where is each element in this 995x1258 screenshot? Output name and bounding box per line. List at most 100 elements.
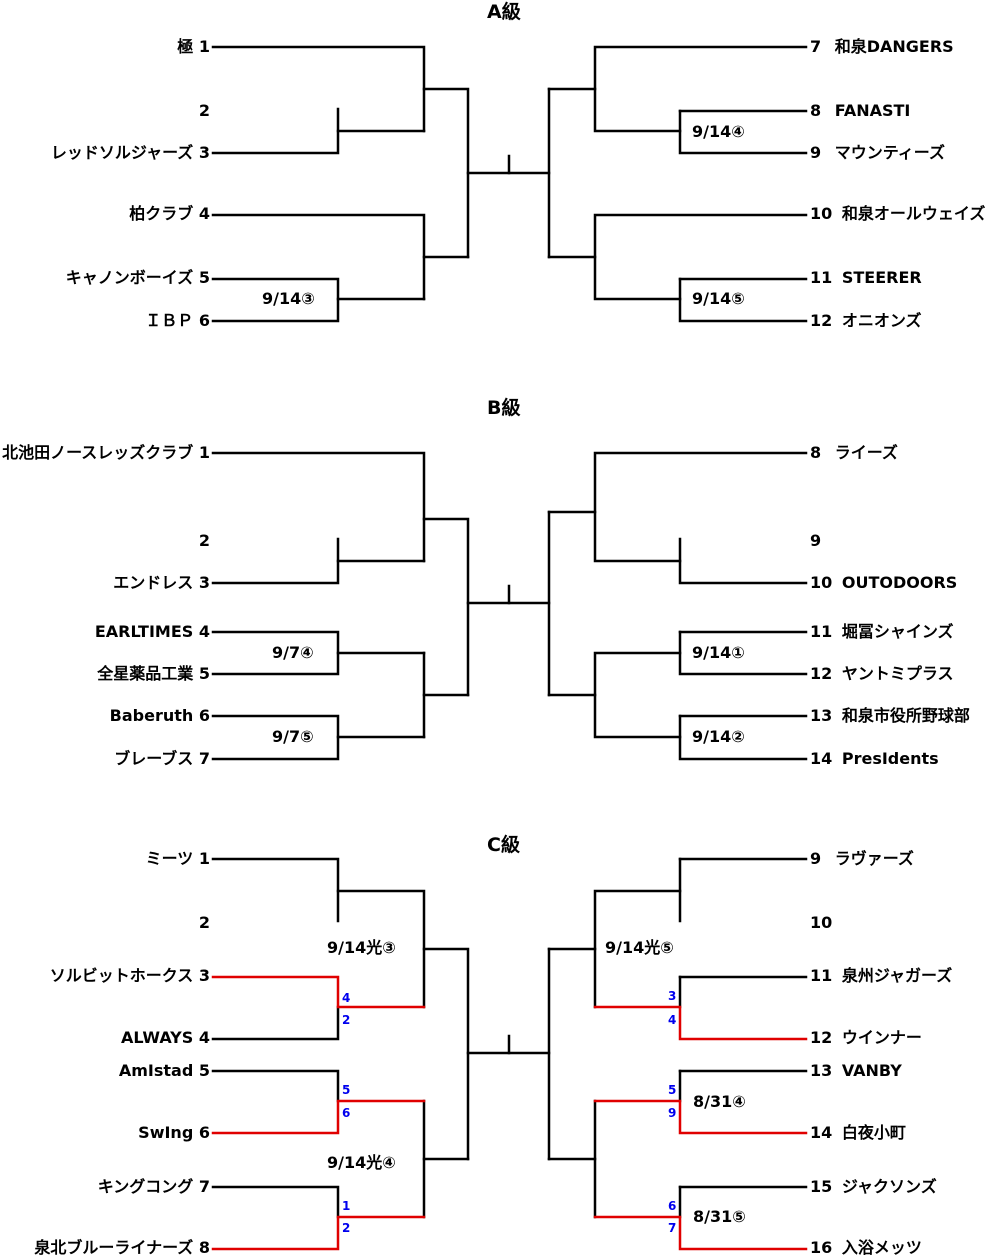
bracket-line <box>547 651 682 697</box>
team-name: オニオンズ <box>841 311 922 330</box>
match-label: 9/14① <box>692 643 745 662</box>
team-name: レッドソルジャーズ <box>50 143 194 162</box>
team-seed: 8 <box>810 101 822 120</box>
team-seed: 1 <box>198 443 210 462</box>
team-name: ウインナー <box>841 1028 922 1047</box>
score-label: 2 <box>342 1013 351 1027</box>
bracket-line <box>422 517 470 697</box>
team-b-8: 8 ライーズ <box>810 443 898 463</box>
team-name: 北池田ノースレッズクラブ <box>2 443 194 462</box>
division-b-title: B級 <box>487 397 521 419</box>
team-name: 極 <box>177 37 194 56</box>
score-label: 7 <box>668 1221 677 1235</box>
team-seed: 1 <box>198 849 210 868</box>
team-seed: 10 <box>810 204 833 223</box>
score-label: 5 <box>668 1083 677 1097</box>
team-b-5: 全星薬品工業 5 <box>97 664 210 684</box>
score-label: 9 <box>668 1106 677 1120</box>
team-seed: 7 <box>198 749 210 768</box>
team-c-9: 9 ラヴァーズ <box>810 849 914 869</box>
team-name: キャノンボーイズ <box>65 268 194 287</box>
team-c-13: 13 VANBY <box>810 1061 902 1081</box>
team-seed: 8 <box>810 443 822 462</box>
team-b-3: エンドレス 3 <box>113 573 210 593</box>
score-label: 3 <box>668 989 677 1003</box>
bracket-line <box>211 1185 340 1219</box>
team-a-7: 7 和泉DANGERS <box>810 37 954 57</box>
bracket-line <box>678 277 808 323</box>
team-name: ヤントミプラス <box>841 664 954 683</box>
bracket-line <box>547 451 808 514</box>
team-seed: 4 <box>198 1028 210 1047</box>
team-c-10: 10 <box>810 913 832 933</box>
team-name: 全星薬品工業 <box>97 664 194 683</box>
match-label: 8/31⑤ <box>693 1207 746 1226</box>
team-c-8: 泉北ブルーライナーズ 8 <box>34 1238 210 1258</box>
score-label: 4 <box>668 1013 677 1027</box>
team-seed: 12 <box>810 1028 833 1047</box>
team-a-1: 極 1 <box>177 37 210 57</box>
team-seed: 13 <box>810 1061 833 1080</box>
match-label: 9/14光③ <box>327 938 396 957</box>
team-a-9: 9 マウンティーズ <box>810 143 945 163</box>
bracket-line <box>678 714 808 761</box>
match-label: 9/7④ <box>272 643 314 662</box>
match-label: 9/7⑤ <box>272 727 314 746</box>
bracket-line <box>547 45 808 91</box>
team-a-2: 2 <box>199 101 210 121</box>
team-name: エンドレス <box>113 573 194 592</box>
team-name: ALWAYS <box>121 1028 194 1047</box>
team-a-11: 11 STEERER <box>810 268 922 288</box>
team-seed: 12 <box>810 311 833 330</box>
team-b-1: 北池田ノースレッズクラブ 1 <box>2 443 210 463</box>
team-b-10: 10 OUTODOORS <box>810 573 957 593</box>
team-seed: 9 <box>810 531 822 550</box>
bracket-line <box>593 87 682 133</box>
team-name: 柏クラブ <box>129 204 194 223</box>
team-name: FANASTI <box>834 101 911 120</box>
winner-path-line <box>211 1215 426 1251</box>
team-c-4: ALWAYS 4 <box>121 1028 210 1048</box>
team-seed: 10 <box>810 913 833 932</box>
bracket-line <box>593 255 682 301</box>
team-name: 白夜小町 <box>841 1123 906 1142</box>
team-a-3: レッドソルジャーズ 3 <box>51 143 210 163</box>
match-label: 9/14② <box>692 727 745 746</box>
team-seed: 4 <box>198 622 210 641</box>
bracket-line <box>211 213 426 301</box>
team-c-11: 11 泉州ジャガーズ <box>810 966 952 986</box>
team-name: ライーズ <box>834 443 898 462</box>
match-label: 9/14光⑤ <box>605 938 674 957</box>
team-name: 和泉DANGERS <box>834 37 954 56</box>
bracket-line <box>211 107 340 155</box>
team-c-16: 16 入浴メッツ <box>810 1238 922 1258</box>
team-b-14: 14 PresIdents <box>810 749 939 769</box>
team-name: 和泉オールウェイズ <box>841 204 986 223</box>
team-name: 堀冨シャインズ <box>841 622 954 641</box>
team-c-14: 14 白夜小町 <box>810 1123 906 1143</box>
team-seed: 7 <box>198 1177 210 1196</box>
score-label: 4 <box>342 991 351 1005</box>
team-seed: 15 <box>810 1177 833 1196</box>
team-c-6: SwIng 6 <box>138 1123 210 1143</box>
team-b-2: 2 <box>199 531 210 551</box>
team-name: PresIdents <box>841 749 939 768</box>
team-seed: 16 <box>810 1238 833 1257</box>
match-label: 8/31④ <box>693 1092 746 1111</box>
team-seed: 14 <box>810 1123 833 1142</box>
team-name: マウンティーズ <box>834 143 945 162</box>
division-c-title: C級 <box>487 834 520 856</box>
bracket-line <box>211 1005 340 1041</box>
team-c-5: AmIstad 5 <box>119 1061 210 1081</box>
team-name: 泉北ブルーライナーズ <box>34 1238 194 1257</box>
team-seed: 1 <box>198 37 210 56</box>
team-seed: 10 <box>810 573 833 592</box>
team-name: STEERER <box>841 268 922 287</box>
team-seed: 2 <box>198 531 210 550</box>
division-a-title: A級 <box>487 1 521 23</box>
team-name: 和泉市役所野球部 <box>841 706 970 725</box>
team-seed: 5 <box>198 664 210 683</box>
team-name: OUTODOORS <box>841 573 958 592</box>
match-label: 9/14⑤ <box>692 289 745 308</box>
